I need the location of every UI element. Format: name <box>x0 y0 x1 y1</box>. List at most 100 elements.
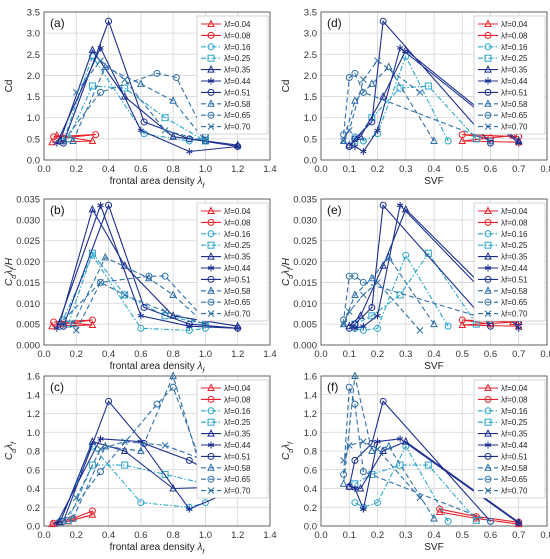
legend-label: λf=0.58 <box>224 100 251 109</box>
data-point <box>97 201 104 209</box>
series-line <box>343 256 435 325</box>
chart-panel-a: 0.0 0.2 0.4 0.6 0.8 1.0 1.2 1.4 0.0 0.5 1.0 1.5 2.0 2… <box>4 8 277 190</box>
y-tick-label: 0.015 <box>293 278 317 289</box>
data-point <box>396 461 404 469</box>
data-point <box>53 519 61 527</box>
x-tick-label: 0.4 <box>427 530 440 541</box>
x-tick-label: 0.6 <box>484 530 497 541</box>
axes-frame <box>320 375 548 527</box>
legend-marker <box>484 206 492 214</box>
data-point <box>396 291 404 299</box>
legend-marker <box>207 428 215 437</box>
x-tick-label: 0.5 <box>456 164 469 175</box>
legend-label: λf=0.35 <box>501 253 528 262</box>
data-point <box>201 136 210 144</box>
data-point <box>121 461 129 469</box>
x-tick-label: 0.7 <box>512 349 525 360</box>
data-point <box>53 139 61 147</box>
legend-marker <box>207 275 215 283</box>
data-point <box>374 57 381 64</box>
x-tick-label: 1.4 <box>263 530 276 541</box>
legend-marker <box>484 428 492 437</box>
x-tick-label: 1.0 <box>199 164 212 175</box>
y-tick-label: 0.030 <box>16 215 40 226</box>
data-point <box>472 135 480 143</box>
x-tick-label: 1.0 <box>199 530 212 541</box>
data-point <box>145 273 153 282</box>
legend-marker <box>207 251 215 260</box>
data-point <box>153 69 161 77</box>
data-point <box>396 435 404 443</box>
y-tick-label: 0.5 <box>27 134 40 145</box>
legend-label: λf=0.25 <box>224 418 251 427</box>
data-point <box>97 435 104 443</box>
y-tick-label: 0.4 <box>27 484 40 495</box>
data-point <box>105 201 113 209</box>
legend-label: λf=0.65 <box>224 298 251 307</box>
data-point <box>351 96 359 104</box>
data-point <box>56 317 64 326</box>
x-tick-label: 0.2 <box>371 164 384 175</box>
x-tick-label: 0.3 <box>399 164 412 175</box>
y-tick-label: 0.005 <box>293 320 317 331</box>
legend-marker <box>484 218 492 226</box>
x-axis-label: frontal area density λf <box>110 361 206 375</box>
x-tick-label: 0.5 <box>456 349 469 360</box>
legend-label: λf=0.58 <box>501 100 528 109</box>
legend-label: λf=0.51 <box>224 452 251 461</box>
data-point <box>430 513 438 522</box>
legend-marker <box>207 99 215 107</box>
legend-label: λf=0.04 <box>501 207 528 216</box>
series-line <box>348 400 491 522</box>
legend-label: λf=0.65 <box>501 298 528 307</box>
data-point <box>360 505 367 513</box>
data-point <box>64 516 72 524</box>
series-line <box>63 275 206 321</box>
x-tick-label: 0.2 <box>70 530 83 541</box>
y-tick-label: 0.8 <box>304 447 317 458</box>
y-axis-label: Cdλf/H <box>4 257 18 286</box>
legend-label: λf=0.51 <box>501 275 528 284</box>
y-tick-label: 1.0 <box>304 428 317 439</box>
data-point <box>169 132 177 140</box>
x-tick-label: 0.8 <box>540 530 550 541</box>
data-point <box>416 494 424 502</box>
data-point <box>161 127 169 134</box>
data-point <box>339 319 348 328</box>
x-tick-label: 0.6 <box>134 349 147 360</box>
y-tick-label: 0.030 <box>293 215 317 226</box>
data-point <box>472 516 480 524</box>
data-point <box>374 445 381 453</box>
data-point <box>368 303 376 311</box>
y-tick-label: 2.5 <box>304 50 317 61</box>
y-tick-label: 0.025 <box>293 236 317 247</box>
chart-panel-c: 0.0 0.2 0.4 0.6 0.8 1.0 1.2 1.4 0.0 0.2 0.4 0.6 0.8 1… <box>4 371 277 556</box>
legend-label: λf=0.58 <box>224 464 251 473</box>
x-tick-label: 0.8 <box>167 164 180 175</box>
data-point <box>374 438 381 446</box>
legend-marker <box>207 383 215 391</box>
data-point <box>351 69 359 77</box>
y-tick-label: 0.6 <box>304 465 317 476</box>
x-axis-label: frontal area density λf <box>110 176 206 190</box>
data-point <box>487 139 494 147</box>
x-tick-label: 1.0 <box>199 349 212 360</box>
data-point <box>53 324 61 332</box>
x-tick-label: 0.2 <box>371 349 384 360</box>
data-point <box>88 204 97 213</box>
legend-label: λf=0.04 <box>501 20 528 29</box>
data-point <box>145 272 153 280</box>
y-tick-label: 3.0 <box>304 29 317 40</box>
legend-label: λf=0.25 <box>224 241 251 250</box>
legend-marker <box>207 441 215 449</box>
series-line <box>72 256 206 325</box>
data-point <box>234 142 242 150</box>
legend-marker <box>207 310 215 317</box>
data-point <box>444 322 452 330</box>
data-point <box>379 397 387 405</box>
legend-label: λf=0.70 <box>501 310 528 319</box>
data-point <box>345 142 353 150</box>
legend-label: λf=0.58 <box>501 287 528 296</box>
x-axis-label: SVF <box>424 361 443 372</box>
data-point <box>359 278 367 286</box>
